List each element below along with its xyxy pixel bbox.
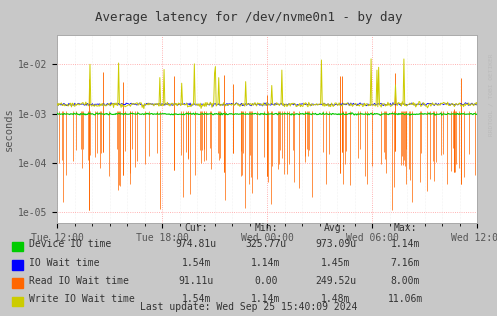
Text: RRDTOOL / TOBI OETIKER: RRDTOOL / TOBI OETIKER (489, 53, 494, 136)
Text: Min:: Min: (254, 223, 278, 233)
Text: 973.09u: 973.09u (315, 240, 356, 249)
Text: 7.16m: 7.16m (390, 258, 420, 268)
Text: 249.52u: 249.52u (315, 276, 356, 286)
Text: 1.14m: 1.14m (251, 295, 281, 304)
Text: 1.48m: 1.48m (321, 295, 350, 304)
Text: 974.81u: 974.81u (176, 240, 217, 249)
Text: 91.11u: 91.11u (179, 276, 214, 286)
Text: Cur:: Cur: (184, 223, 208, 233)
Text: 1.54m: 1.54m (181, 258, 211, 268)
Text: Device IO time: Device IO time (29, 240, 111, 249)
Text: 8.00m: 8.00m (390, 276, 420, 286)
Text: Avg:: Avg: (324, 223, 347, 233)
Text: 11.06m: 11.06m (388, 295, 422, 304)
Text: 1.54m: 1.54m (181, 295, 211, 304)
Text: 325.77u: 325.77u (246, 240, 286, 249)
Text: Average latency for /dev/nvme0n1 - by day: Average latency for /dev/nvme0n1 - by da… (95, 11, 402, 24)
Text: 0.00: 0.00 (254, 276, 278, 286)
Text: 1.45m: 1.45m (321, 258, 350, 268)
Text: 1.14m: 1.14m (251, 258, 281, 268)
Text: 1.14m: 1.14m (390, 240, 420, 249)
Y-axis label: seconds: seconds (4, 107, 14, 151)
Text: Max:: Max: (393, 223, 417, 233)
Text: IO Wait time: IO Wait time (29, 258, 99, 268)
Text: Last update: Wed Sep 25 15:40:09 2024: Last update: Wed Sep 25 15:40:09 2024 (140, 302, 357, 312)
Text: Write IO Wait time: Write IO Wait time (29, 295, 135, 304)
Text: Read IO Wait time: Read IO Wait time (29, 276, 129, 286)
